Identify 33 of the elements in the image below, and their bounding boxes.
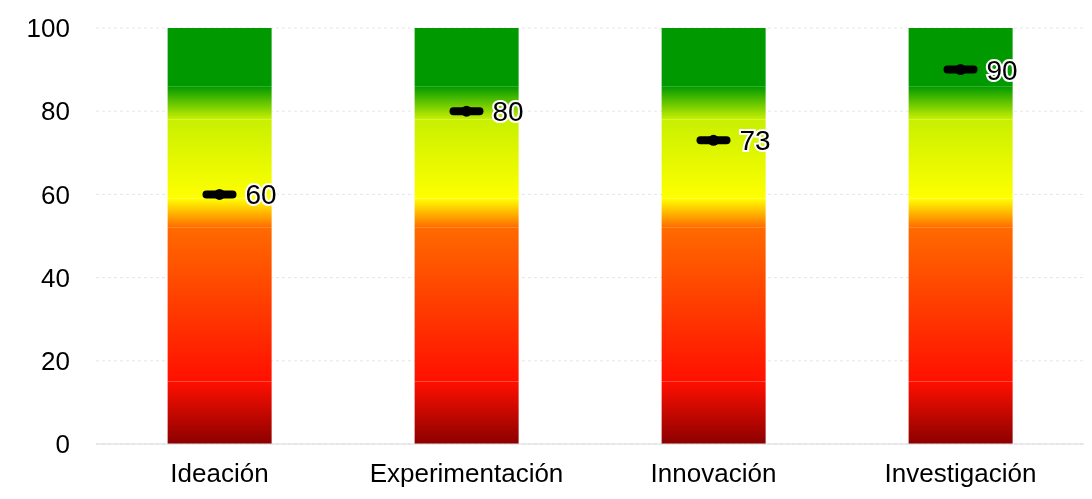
y-tick-label: 60 bbox=[41, 179, 70, 210]
bar bbox=[167, 86, 272, 120]
point bbox=[461, 105, 472, 117]
point bbox=[708, 134, 719, 146]
bar bbox=[414, 227, 519, 382]
bar bbox=[167, 227, 272, 382]
bar bbox=[414, 28, 519, 87]
x-tick-label: Innovación bbox=[650, 458, 777, 489]
bar bbox=[661, 381, 766, 444]
bar bbox=[908, 381, 1013, 444]
bar bbox=[908, 86, 1013, 120]
bar bbox=[661, 198, 766, 228]
bar bbox=[908, 119, 1013, 199]
point bbox=[955, 64, 966, 76]
bar bbox=[167, 381, 272, 444]
bar bbox=[908, 198, 1013, 228]
bar bbox=[414, 119, 519, 199]
bar bbox=[908, 227, 1013, 382]
bar bbox=[167, 28, 272, 87]
x-tick-label: Experimentación bbox=[369, 458, 564, 489]
x-tick-label: Investigación bbox=[884, 458, 1037, 489]
bar bbox=[414, 198, 519, 228]
x-tick-label: Ideación bbox=[170, 458, 269, 489]
point bbox=[214, 188, 225, 200]
bar bbox=[661, 86, 766, 120]
y-tick-label: 0 bbox=[55, 429, 70, 460]
y-tick-label: 80 bbox=[41, 96, 70, 127]
bar bbox=[661, 28, 766, 87]
y-tick-label: 40 bbox=[41, 262, 70, 293]
bar bbox=[661, 227, 766, 382]
y-tick-label: 20 bbox=[41, 346, 70, 377]
bar bbox=[414, 381, 519, 444]
y-tick-label: 100 bbox=[26, 13, 70, 44]
